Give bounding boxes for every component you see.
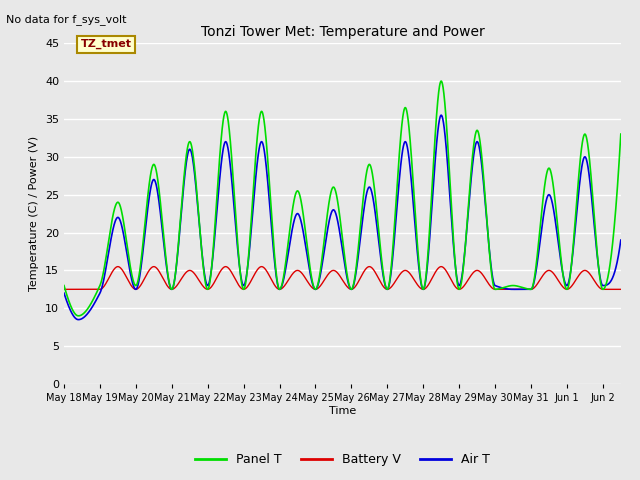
Battery V (274, 286, 282, 291)
Battery V (617, 287, 625, 292)
Air T (124, 255, 132, 261)
Air T (74, 317, 82, 323)
Panel T (274, 281, 282, 287)
Air T (60, 290, 68, 296)
Air T (606, 279, 614, 285)
Battery V (60, 287, 68, 292)
Legend: Panel T, Battery V, Air T: Panel T, Battery V, Air T (190, 448, 495, 471)
Air T (298, 222, 306, 228)
X-axis label: Time: Time (329, 406, 356, 416)
Battery V (258, 264, 266, 269)
Air T (274, 282, 282, 288)
Air T (157, 213, 164, 219)
Battery V (157, 271, 164, 276)
Panel T (124, 247, 132, 252)
Battery V (298, 270, 306, 276)
Battery V (124, 276, 131, 282)
Y-axis label: Temperature (C) / Power (V): Temperature (C) / Power (V) (29, 136, 40, 291)
Battery V (606, 287, 614, 292)
Panel T (157, 203, 164, 209)
Panel T (74, 313, 82, 319)
Line: Battery V: Battery V (64, 266, 621, 289)
Panel T (547, 167, 554, 173)
Panel T (60, 283, 68, 288)
Panel T (617, 131, 625, 137)
Title: Tonzi Tower Met: Temperature and Power: Tonzi Tower Met: Temperature and Power (200, 25, 484, 39)
Line: Panel T: Panel T (64, 81, 621, 316)
Text: TZ_tmet: TZ_tmet (81, 39, 132, 49)
Air T (437, 112, 445, 118)
Air T (617, 237, 625, 243)
Panel T (298, 203, 306, 208)
Air T (547, 193, 554, 199)
Text: No data for f_sys_volt: No data for f_sys_volt (6, 14, 127, 25)
Line: Air T: Air T (64, 115, 621, 320)
Battery V (546, 268, 554, 274)
Panel T (437, 78, 445, 84)
Panel T (606, 260, 614, 266)
